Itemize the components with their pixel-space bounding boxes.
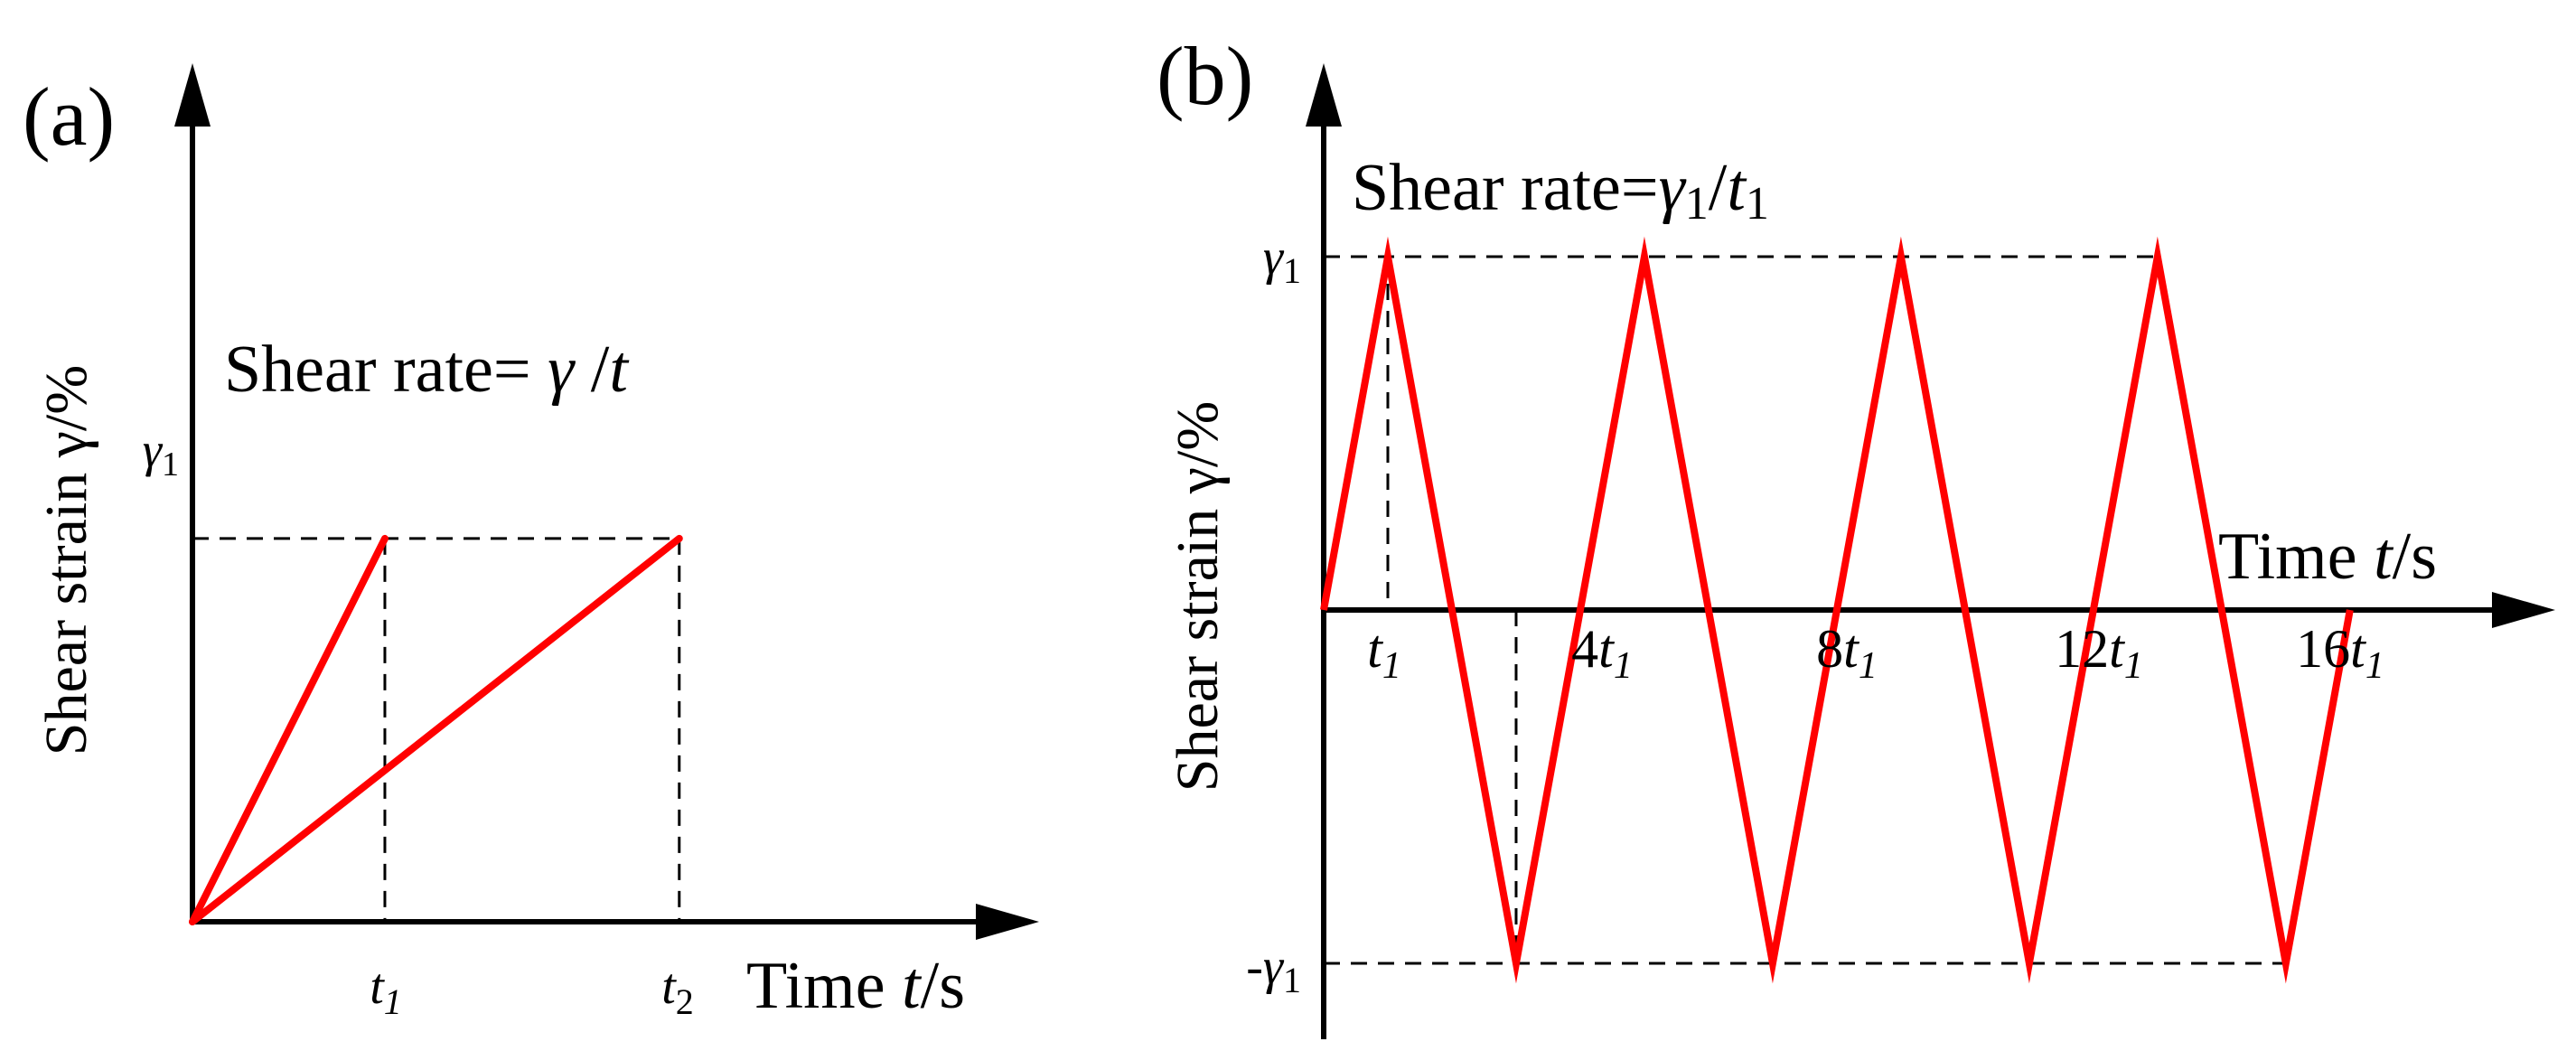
panel-b-y-axis-arrow xyxy=(1306,63,1342,127)
panel-a-y-axis-arrow xyxy=(174,63,211,127)
panel-b-gamma1-tick-label: γ1 xyxy=(1263,230,1301,291)
panel-b-reference-lines xyxy=(1324,255,2286,965)
panel-b-x-axis-arrow xyxy=(2492,592,2555,628)
panel-b-8t1-tick-label: 8t1 xyxy=(1816,619,1878,687)
panel-b-12t1-tick-label: 12t1 xyxy=(2055,619,2143,687)
panel-a-reference-lines xyxy=(192,537,681,922)
panel-a-shear-rate-annotation: Shear rate= γ /t xyxy=(224,333,630,407)
panel-b-4t1-tick-label: 4t1 xyxy=(1571,619,1633,687)
panel-b-y-axis-label: Shear strain γ/% xyxy=(1165,401,1231,792)
panel-b-series-triangular-wave xyxy=(1320,236,2354,984)
panel-b-minus-gamma1-tick-label: -γ1 xyxy=(1246,939,1301,1000)
panel-a-chart: (a) Shear strain γ/% γ1 t1 t2 Time xyxy=(23,63,1039,1023)
panel-a-series-t1-line xyxy=(189,534,389,925)
panel-a-x-axis-arrow xyxy=(976,904,1039,940)
panel-b-t1-tick-label: t1 xyxy=(1367,619,1401,687)
panel-a-y-axis-label: Shear strain γ/% xyxy=(33,365,99,755)
panel-b-chart: (b) Shear strain γ/% γ1 -γ1 t1 4t1 xyxy=(1157,30,2555,1039)
panel-a-series-t2-line xyxy=(189,534,683,925)
panel-b-16t1-tick-label: 16t1 xyxy=(2296,619,2384,687)
panel-b-x-axis-label: Time t/s xyxy=(2218,520,2437,594)
panel-a-x-axis-label: Time t/s xyxy=(746,949,965,1023)
panel-a-t1-tick-label: t1 xyxy=(370,959,402,1022)
panel-a-t2-tick-label: t2 xyxy=(661,959,694,1022)
panel-b-shear-rate-annotation: Shear rate=γ1/t1 xyxy=(1352,151,1769,230)
panel-b-label: (b) xyxy=(1157,30,1253,122)
panel-a-gamma1-tick-label: γ1 xyxy=(143,423,179,483)
panel-a-label: (a) xyxy=(23,70,115,163)
